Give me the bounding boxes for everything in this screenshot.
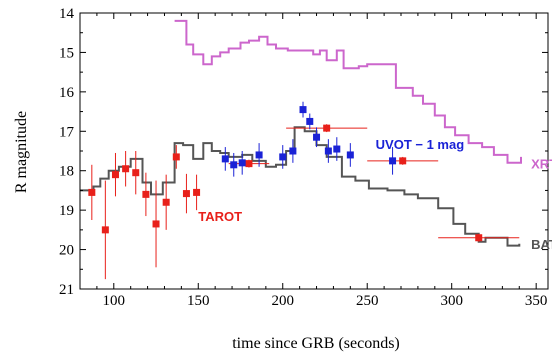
uvot-1-mag-point-1: [230, 152, 238, 177]
annotation-layer: TAROT UVOT − 1 mag XRT BAT: [198, 137, 552, 252]
tarot-marker: [162, 198, 170, 206]
y-tick-label: 19: [59, 203, 74, 219]
tarot-point-12: [286, 124, 368, 133]
tarot-point-9: [182, 173, 190, 214]
y-tick-label: 20: [59, 243, 74, 259]
uvot-1-mag-marker: [324, 147, 332, 155]
plot-area: [80, 19, 522, 280]
tarot-marker: [245, 160, 253, 168]
tarot-point-4: [132, 151, 140, 195]
uvot-1-mag-marker: [299, 106, 307, 114]
uvot-1-mag-marker: [255, 151, 263, 159]
tarot-marker: [111, 171, 119, 179]
tarot-point-8: [172, 145, 180, 169]
uvot-1-mag-point-10: [333, 137, 341, 161]
x-tick-label: 300: [440, 293, 463, 309]
series-layer: [80, 19, 522, 280]
uvot-1-mag-marker: [306, 117, 314, 125]
axes-layer: 100 150 200 250 300 350 14 15 16 17 18 19 20 21: [59, 6, 549, 309]
y-tick-label: 15: [59, 45, 74, 61]
tarot-marker: [475, 234, 483, 242]
uvot-1-mag-point-9: [324, 139, 332, 163]
tarot-point-10: [193, 174, 201, 211]
uvot-1-mag-point-4: [279, 145, 287, 169]
uvot-1-mag-marker: [238, 159, 246, 167]
tarot-point-5: [142, 172, 150, 217]
uvot-1-mag-point-5: [289, 139, 297, 163]
tarot-point-14: [438, 233, 520, 242]
uvot-1-mag-marker: [279, 153, 287, 161]
uvot-1-mag-marker: [230, 161, 238, 169]
y-tick-label: 14: [59, 6, 75, 22]
uvot-1-mag-marker: [389, 157, 397, 165]
y-tick-label: 18: [59, 164, 74, 180]
tarot-marker: [182, 190, 190, 198]
uvot-1-mag-point-3: [255, 143, 263, 167]
x-axis-title: time since GRB (seconds): [232, 335, 400, 352]
uvot-1-mag-point-8: [313, 127, 321, 148]
uvot-1-mag-marker: [346, 151, 354, 159]
uvot-1-mag-point-7: [306, 113, 314, 130]
uvot-1-mag-point-2: [238, 151, 246, 175]
tarot-marker: [193, 188, 201, 196]
tarot-point-1: [101, 180, 109, 280]
tarot-marker: [101, 226, 109, 234]
tarot-point-3: [122, 151, 130, 187]
x-tick-label: 350: [525, 293, 548, 309]
xrt-label: XRT: [531, 157, 552, 172]
uvot-1-mag-label: UVOT − 1 mag: [376, 137, 465, 152]
uvot-1-mag-marker: [333, 145, 341, 153]
y-tick-label: 17: [59, 124, 75, 140]
tarot-marker: [142, 190, 150, 198]
tarot-point-13: [367, 156, 439, 165]
uvot-1-mag-point-12: [389, 147, 397, 175]
tarot-marker: [122, 165, 130, 173]
x-tick-label: 250: [356, 293, 379, 309]
tarot-marker: [323, 124, 331, 132]
tarot-point-0: [88, 164, 96, 220]
x-tick-label: 100: [103, 293, 126, 309]
tarot-marker: [399, 157, 407, 165]
bat-curve: [80, 126, 521, 247]
tarot-point-7: [162, 174, 170, 230]
y-axis-title: R magnitude: [13, 111, 30, 193]
tarot-marker: [172, 153, 180, 161]
tarot-marker: [152, 220, 160, 228]
tarot-label: TAROT: [198, 209, 242, 224]
uvot-1-mag-marker: [289, 147, 297, 155]
tarot-point-2: [111, 152, 119, 197]
uvot-1-mag-point-6: [299, 101, 307, 118]
xrt-curve: [174, 19, 522, 164]
uvot-1-mag-point-11: [346, 143, 354, 167]
tarot-marker: [88, 188, 96, 196]
uvot-1-mag-marker: [313, 133, 321, 141]
uvot-1-mag-point-0: [221, 147, 229, 171]
x-tick-label: 200: [271, 293, 294, 309]
tarot-marker: [132, 169, 140, 177]
y-tick-label: 21: [59, 282, 74, 298]
tarot-point-6: [152, 180, 160, 268]
x-tick-label: 150: [187, 293, 210, 309]
y-tick-label: 16: [59, 85, 75, 101]
bat-label: BAT: [531, 237, 552, 252]
uvot-1-mag-marker: [221, 155, 229, 163]
